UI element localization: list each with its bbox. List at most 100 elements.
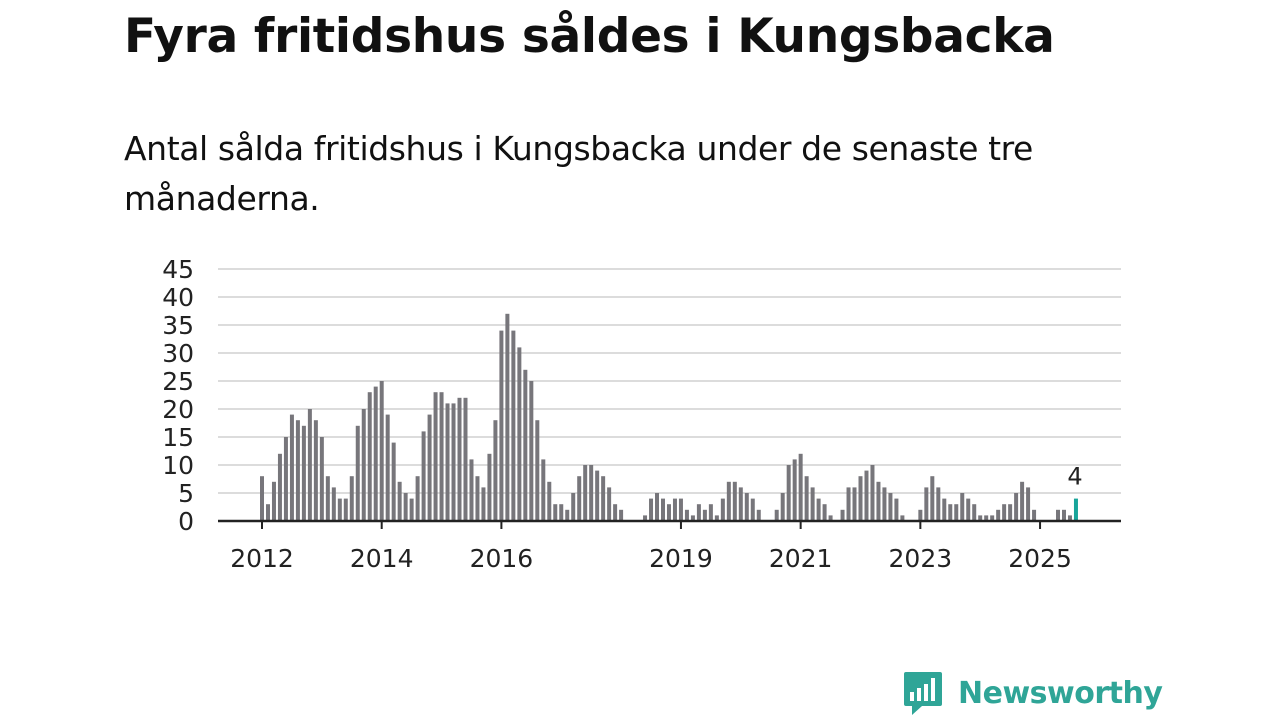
bar [409,498,414,521]
bar [547,481,552,521]
bar [337,498,342,521]
bar [1056,509,1061,521]
bar [816,498,821,521]
bar [493,420,498,521]
y-tick-label: 35 [162,311,194,340]
bar [661,498,665,521]
bar [918,509,923,521]
bar [822,504,827,521]
bar [433,392,438,521]
bar [666,504,671,521]
bar [349,476,354,521]
bar [720,498,725,521]
bar [475,476,480,521]
bar [948,504,953,521]
bar [439,392,444,521]
bar [325,476,330,521]
bar [840,509,845,521]
bar [373,386,378,521]
gridlines [218,268,1121,494]
bar [649,498,654,521]
bar [523,369,528,521]
bar [295,420,300,521]
bar [984,515,989,521]
bar [265,504,270,521]
bar [655,493,660,521]
y-tick-label: 20 [162,395,194,424]
bar [499,330,504,521]
bar [577,476,582,521]
bar [1014,493,1019,521]
bar [331,487,336,521]
y-tick-label: 10 [162,451,194,480]
bar [744,493,749,521]
bar [786,465,791,521]
bar [1002,504,1007,521]
bar [810,487,815,521]
bar [1020,481,1025,521]
bar [511,330,516,521]
bar [589,465,594,521]
bar [900,515,905,521]
chart-subtitle: Antal sålda fritidshus i Kungsbacka unde… [124,129,1033,218]
bar [990,515,995,521]
bar [481,487,486,521]
bar [307,409,312,521]
bar [319,437,324,521]
bar [792,459,797,521]
bar [690,515,695,521]
y-tick-label: 30 [162,339,194,368]
bar [583,465,588,521]
bar [1061,509,1066,521]
bar [283,437,288,521]
bar [277,453,282,521]
bar [403,493,408,521]
annotations: 4 [1067,463,1082,491]
bar [1008,504,1013,521]
bar [996,509,1001,521]
bar [391,442,396,521]
bar [942,498,947,521]
bar [535,420,540,521]
bar [936,487,941,521]
bar [361,409,366,521]
bar [457,397,462,521]
bar [505,313,510,521]
bar [954,504,959,521]
bar [529,381,534,521]
bar [415,476,420,521]
x-tick-label: 2023 [889,544,953,573]
newsworthy-logo-icon [904,672,942,715]
latest-value-label: 4 [1067,463,1082,491]
bar [702,509,707,521]
bar [445,403,450,521]
x-tick-label: 2019 [649,544,713,573]
bar [966,498,971,521]
bar [385,414,390,521]
bar [714,515,719,521]
x-axis-labels: 2012 2014 2016 2019 2021 2023 2025 [230,544,1072,573]
bar [684,509,689,521]
bar [696,504,701,521]
bar [882,487,887,521]
bar [924,487,929,521]
bar [619,509,624,521]
bar [607,487,612,521]
bar [517,347,522,521]
bar [1032,509,1037,521]
bar [960,493,965,521]
bar [888,493,893,521]
bar [672,498,677,521]
bar [774,509,779,521]
x-tick-label: 2016 [470,544,534,573]
bar [804,476,809,521]
bar [930,476,935,521]
bar [313,420,318,521]
newsworthy-logo: Newsworthy [902,670,1163,716]
x-tick-label: 2012 [230,544,294,573]
bar [301,425,306,521]
bar [858,476,863,521]
x-tick-label: 2021 [769,544,833,573]
